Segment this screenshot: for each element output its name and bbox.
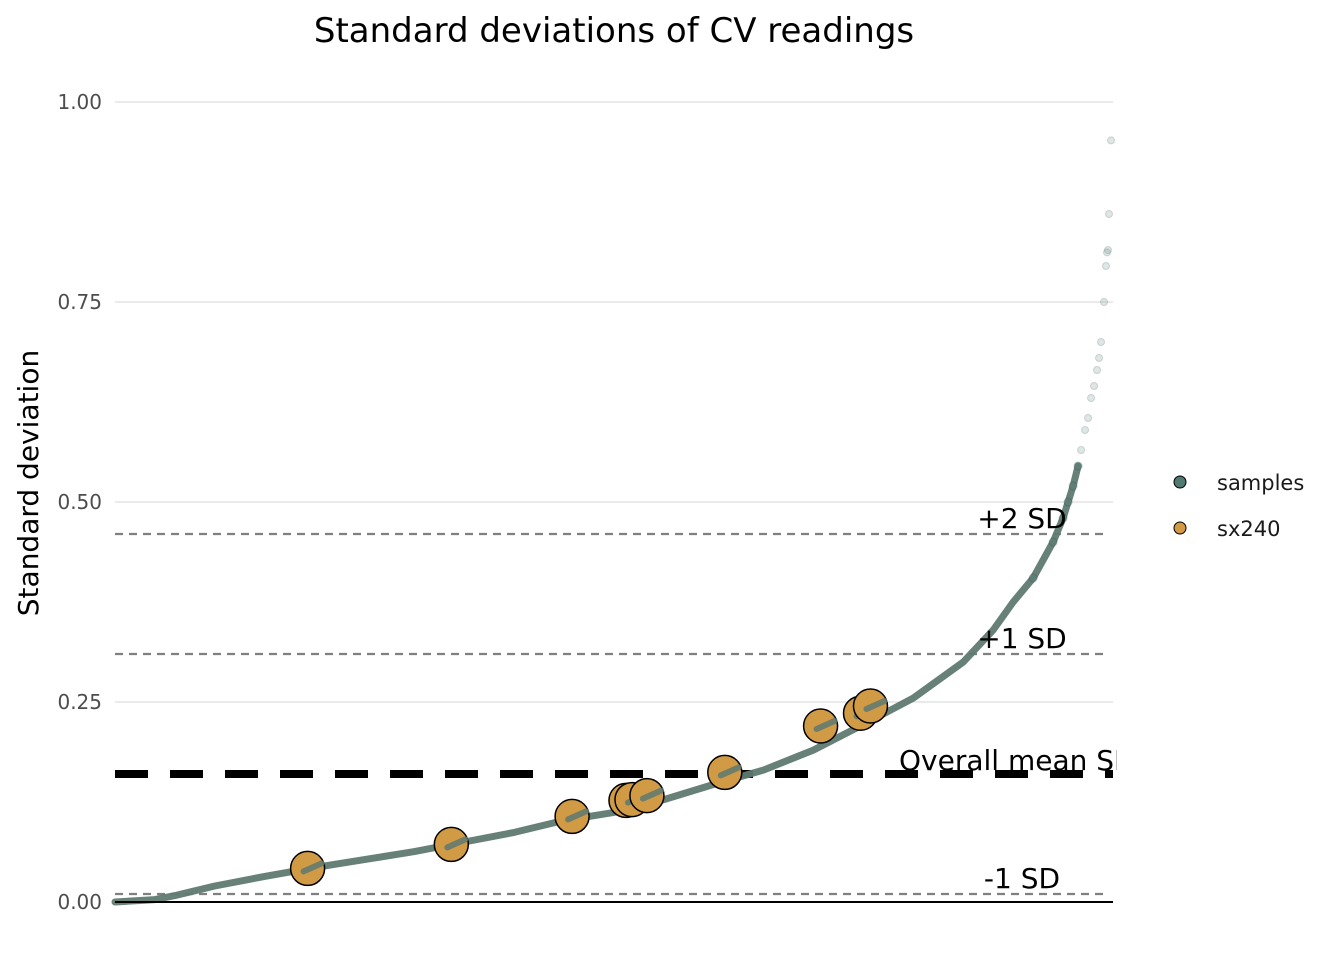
sample-point [1077,446,1086,454]
y-tick-label: 0.00 [57,890,102,914]
sample-point [1102,262,1111,270]
sx240-overlap [444,836,469,851]
legend-key-sx240 [1173,521,1187,535]
sd-reference-label: -1 SD [984,862,1060,895]
sx240-overlap [863,698,888,712]
reference-labels: +2 SD +1 SD Overall mean SD -1 SD [899,502,1136,895]
sample-point [1048,537,1058,547]
sd-reference-label: +1 SD [977,622,1067,655]
y-tick-label: 1.00 [57,90,102,114]
legend: samples sx240 [1173,471,1304,541]
y-tick-label: 0.75 [57,290,102,314]
sx240-series [289,688,889,887]
sample-point [1100,298,1109,306]
sx240-overlap [717,764,742,779]
chart-title: Standard deviations of CV readings [314,11,914,51]
sample-point [1087,394,1096,402]
sample-point [1104,246,1113,254]
sd-reference-label: +2 SD [977,502,1067,535]
overall-mean-label: Overall mean SD [899,744,1136,777]
y-axis-ticks: 0.00 0.25 0.50 0.75 1.00 [57,90,102,914]
y-tick-label: 0.50 [57,490,102,514]
sample-point [1081,426,1090,434]
sample-point [1105,210,1114,218]
sample-point [1068,481,1078,491]
sx240-overlap [813,718,838,732]
y-tick-label: 0.25 [57,690,102,714]
gridlines [115,101,1113,703]
reference-lines [115,532,1113,896]
sample-point [1107,136,1116,145]
legend-label-samples: samples [1217,471,1304,495]
sample-point [1073,461,1083,471]
legend-label-sx240: sx240 [1217,517,1280,541]
sample-point [1063,497,1073,507]
sx240-overlap [300,860,325,875]
samples-curve [111,462,1082,906]
legend-key-samples [1173,475,1187,489]
sample-point [1093,366,1102,374]
sx240-overlap [639,787,664,802]
sx240-overlap [565,808,590,823]
sample-point [1028,573,1038,583]
sample-point [1095,354,1104,362]
sample-point [1084,414,1093,422]
sample-point [1058,513,1068,523]
sample-point [1090,382,1099,390]
sample-point [1097,338,1106,346]
y-axis-label: Standard deviation [12,350,45,616]
sample-point [1103,248,1112,257]
